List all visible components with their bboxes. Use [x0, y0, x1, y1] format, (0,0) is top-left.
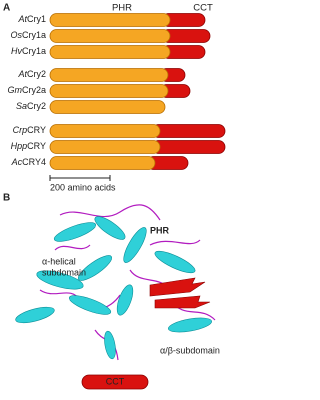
helix: [123, 227, 147, 263]
protein-name: CRY4: [22, 157, 46, 167]
protein-label: CrpCRY: [13, 125, 46, 135]
species: Hv: [11, 46, 22, 56]
domain-label: CCT: [106, 376, 125, 386]
scale-bar-label: 200 amino acids: [50, 182, 116, 192]
species: Hpp: [11, 141, 28, 151]
helix: [68, 295, 112, 315]
phr-bar: [49, 156, 156, 170]
phr-bar: [49, 45, 171, 59]
protein-label: SaCry2: [16, 101, 46, 111]
helix: [15, 306, 55, 324]
panel-label: B: [3, 193, 10, 204]
protein-label: AtCry2: [17, 69, 46, 79]
protein-name: Cry1a: [22, 46, 46, 56]
helix: [154, 250, 196, 274]
domain-header: PHR: [112, 3, 132, 14]
phr-bar: [49, 140, 161, 154]
beta-sheet: [149, 277, 211, 309]
cct-domain: [81, 374, 149, 390]
panel-label: A: [3, 3, 10, 14]
protein-name: Cry2a: [22, 85, 46, 95]
figure: A PHR CCT AtCry1OsCry1aHvCry1aAtCry2GmCr…: [3, 3, 226, 390]
protein-label: HvCry1a: [11, 46, 46, 56]
helix: [77, 255, 113, 281]
protein-name: CRY: [27, 125, 46, 135]
species: At: [17, 14, 27, 24]
domain-header: CCT: [193, 3, 213, 14]
phr-bar: [49, 84, 169, 98]
protein-label: GmCry2a: [7, 85, 46, 95]
species: Crp: [13, 125, 28, 135]
phr-bar: [49, 100, 166, 114]
phr-bar: [49, 68, 169, 82]
protein-label: AcCRY4: [11, 157, 46, 167]
protein-name: Cry1: [27, 14, 46, 24]
species: Gm: [7, 85, 22, 95]
protein-structure: [15, 204, 216, 361]
cct-bar: [151, 124, 226, 138]
species: Sa: [16, 101, 27, 111]
protein-name: Cry1a: [22, 30, 46, 40]
helix: [168, 317, 212, 333]
helix: [116, 284, 134, 316]
helix: [94, 216, 126, 240]
subdomain-label: subdomain: [42, 267, 86, 277]
protein-label: AtCry1: [17, 14, 46, 24]
species: Ac: [11, 157, 23, 167]
phr-bar: [49, 29, 171, 43]
protein-label: OsCry1a: [10, 30, 46, 40]
phr-bar: [49, 13, 171, 27]
cct-bar: [151, 140, 226, 154]
protein-name: Cry2: [27, 101, 46, 111]
helix: [104, 330, 116, 360]
species: At: [17, 69, 27, 79]
helix: [53, 222, 97, 242]
protein-name: CRY: [27, 141, 46, 151]
domain-label: PHR: [150, 225, 170, 235]
protein-label: HppCRY: [11, 141, 46, 151]
protein-name: Cry2: [27, 69, 46, 79]
subdomain-label: α-helical: [42, 256, 76, 266]
species: Os: [10, 30, 22, 40]
subdomain-label: α/β-subdomain: [160, 345, 220, 355]
phr-bar: [49, 124, 161, 138]
helix: [36, 270, 84, 290]
domain-rows: AtCry1OsCry1aHvCry1aAtCry2GmCry2aSaCry2C…: [7, 13, 226, 170]
